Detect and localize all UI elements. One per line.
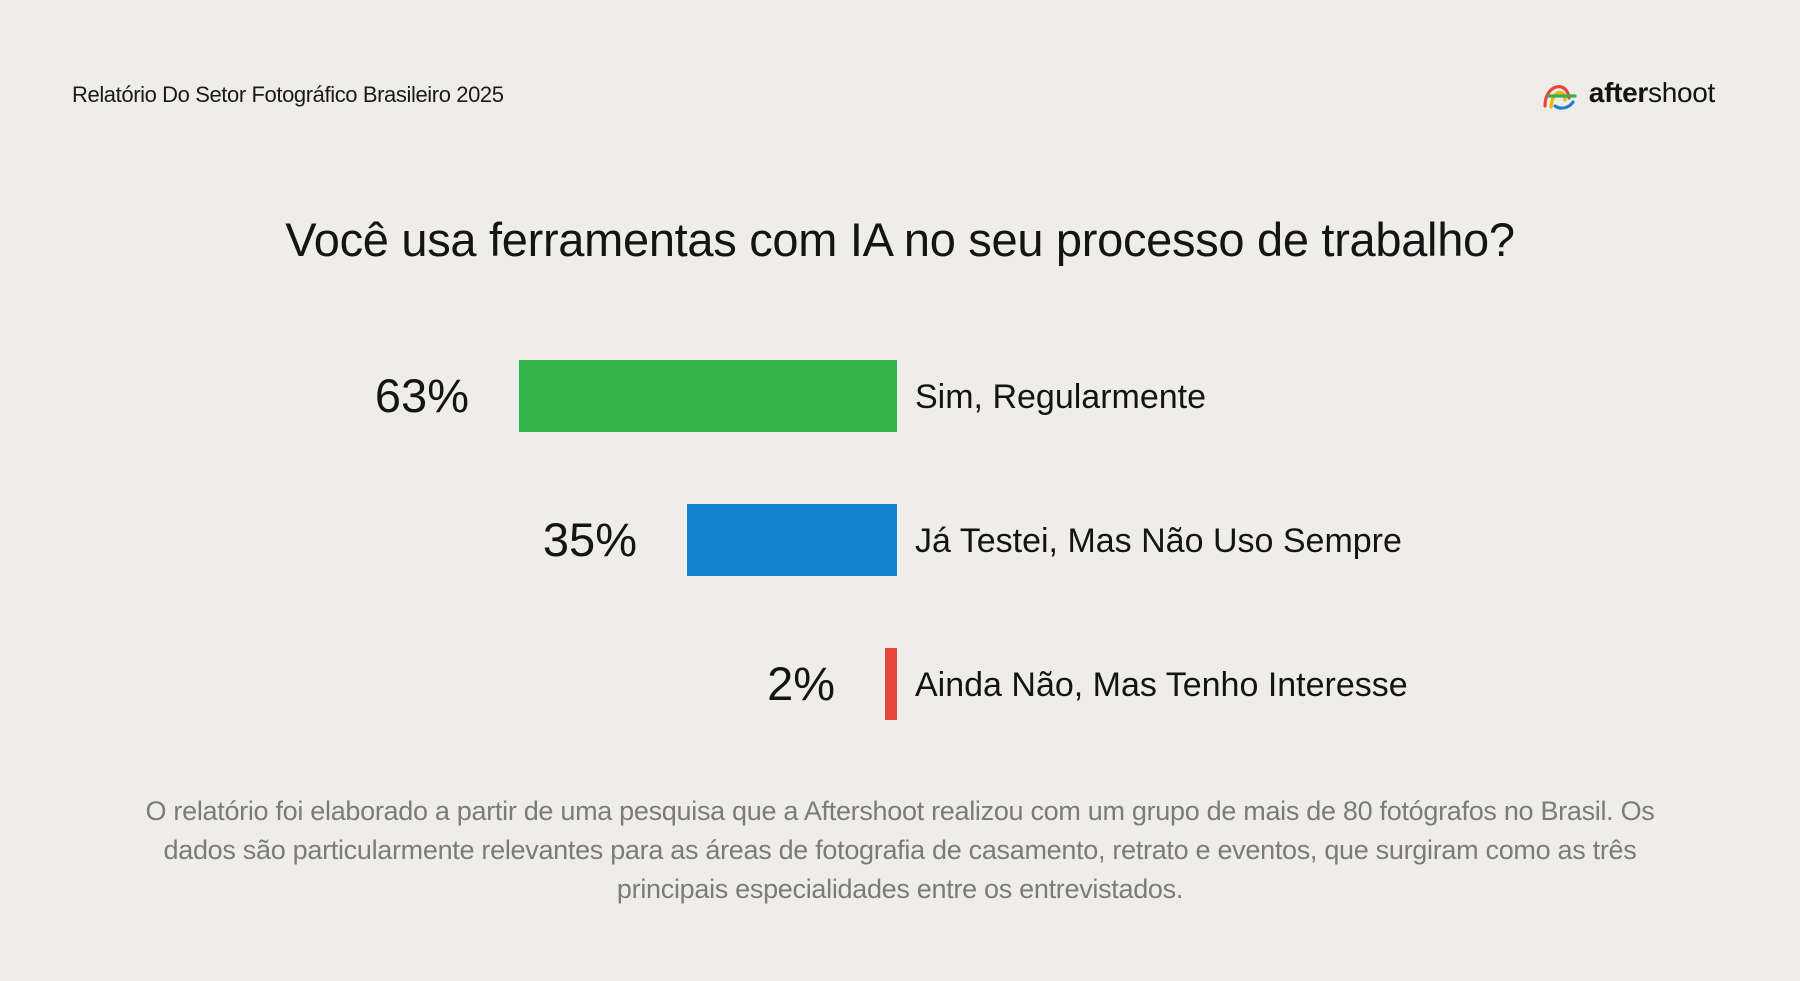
bar-1 bbox=[519, 360, 897, 432]
value-label-2: 35% bbox=[543, 513, 637, 566]
bar-2 bbox=[687, 504, 897, 576]
value-label-3: 2% bbox=[767, 657, 835, 710]
chart-title: Você usa ferramentas com IA no seu proce… bbox=[285, 213, 1515, 266]
bar-3 bbox=[885, 648, 897, 720]
category-label-3: Ainda Não, Mas Tenho Interesse bbox=[915, 666, 1408, 704]
category-label-2: Já Testei, Mas Não Uso Sempre bbox=[915, 522, 1402, 560]
aftershoot-logo-icon bbox=[1543, 85, 1577, 110]
logo-text-bold: after bbox=[1588, 77, 1649, 108]
value-label-1: 63% bbox=[375, 369, 469, 422]
logo-wordmark: aftershoot bbox=[1588, 77, 1716, 109]
report-title: Relatório Do Setor Fotográfico Brasileir… bbox=[72, 82, 504, 107]
brand-logo: aftershoot bbox=[1541, 76, 1715, 110]
category-label-1: Sim, Regularmente bbox=[915, 378, 1206, 416]
footnote: O relatório foi elaborado a partir de um… bbox=[145, 796, 1655, 904]
logo-text-regular: shoot bbox=[1648, 77, 1715, 108]
